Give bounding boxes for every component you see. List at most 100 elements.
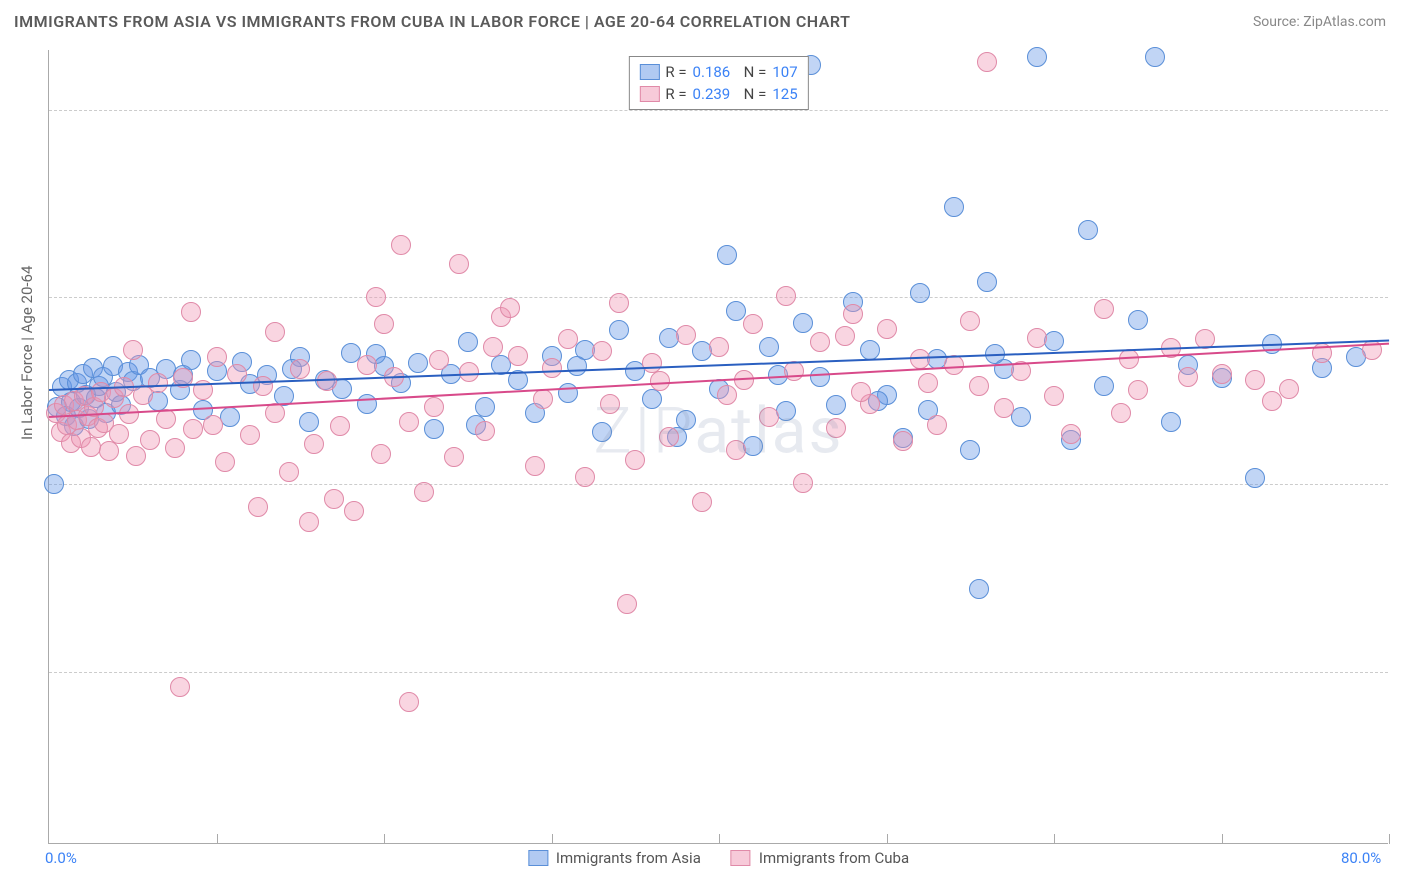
data-point xyxy=(1128,380,1148,400)
data-point xyxy=(835,326,855,346)
data-point xyxy=(290,359,310,379)
gridline-h xyxy=(49,110,1388,111)
data-point xyxy=(1262,391,1282,411)
data-point xyxy=(592,422,612,442)
legend-label-cuba: Immigrants from Cuba xyxy=(759,849,909,867)
data-point xyxy=(1027,328,1047,348)
data-point xyxy=(743,436,763,456)
data-point xyxy=(659,427,679,447)
data-point xyxy=(960,311,980,331)
data-point xyxy=(918,373,938,393)
data-point xyxy=(414,482,434,502)
data-point xyxy=(600,394,620,414)
r-value-asia: 0.186 xyxy=(693,63,731,81)
data-point xyxy=(893,431,913,451)
data-point xyxy=(609,320,629,340)
gridline-v xyxy=(719,834,720,844)
data-point xyxy=(994,398,1014,418)
data-point xyxy=(860,340,880,360)
data-point xyxy=(1044,386,1064,406)
data-point xyxy=(1161,412,1181,432)
data-point xyxy=(170,677,190,697)
data-point xyxy=(542,358,562,378)
data-point xyxy=(265,322,285,342)
data-point xyxy=(1212,364,1232,384)
data-point xyxy=(203,415,223,435)
swatch-asia xyxy=(639,64,659,80)
data-point xyxy=(826,395,846,415)
data-point xyxy=(408,353,428,373)
data-point xyxy=(625,450,645,470)
data-point xyxy=(1027,47,1047,67)
series-legend: Immigrants from Asia Immigrants from Cub… xyxy=(528,849,909,867)
data-point xyxy=(99,441,119,461)
data-point xyxy=(533,389,553,409)
data-point xyxy=(609,293,629,313)
gridline-h xyxy=(49,672,1388,673)
gridline-h xyxy=(49,297,1388,298)
data-point xyxy=(558,329,578,349)
data-point xyxy=(1044,331,1064,351)
data-point xyxy=(123,340,143,360)
swatch-cuba-bottom xyxy=(731,850,751,866)
correlation-legend: R = 0.186 N = 107 R = 0.239 N = 125 xyxy=(628,56,808,110)
data-point xyxy=(366,287,386,307)
data-point xyxy=(717,245,737,265)
data-point xyxy=(558,383,578,403)
legend-row-asia: R = 0.186 N = 107 xyxy=(639,61,797,83)
x-tick-label: 0.0% xyxy=(45,849,77,867)
data-point xyxy=(977,272,997,292)
data-point xyxy=(1128,310,1148,330)
data-point xyxy=(877,319,897,339)
data-point xyxy=(299,512,319,532)
data-point xyxy=(119,404,139,424)
data-point xyxy=(1245,370,1265,390)
data-point xyxy=(1094,299,1114,319)
data-point xyxy=(969,579,989,599)
data-point xyxy=(399,692,419,712)
data-point xyxy=(960,440,980,460)
data-point xyxy=(969,376,989,396)
data-point xyxy=(181,302,201,322)
data-point xyxy=(371,444,391,464)
data-point xyxy=(575,467,595,487)
legend-item-cuba: Immigrants from Cuba xyxy=(731,849,909,867)
data-point xyxy=(475,421,495,441)
data-point xyxy=(726,440,746,460)
y-axis-label: In Labor Force | Age 20-64 xyxy=(18,266,36,440)
data-point xyxy=(253,376,273,396)
data-point xyxy=(910,283,930,303)
data-point xyxy=(148,373,168,393)
data-point xyxy=(357,394,377,414)
data-point xyxy=(759,407,779,427)
data-point xyxy=(776,286,796,306)
gridline-v xyxy=(887,834,888,844)
n-value-cuba: 125 xyxy=(772,85,797,103)
data-point xyxy=(248,497,268,517)
data-point xyxy=(424,397,444,417)
data-point xyxy=(391,235,411,255)
data-point xyxy=(140,430,160,450)
gridline-h xyxy=(49,484,1388,485)
swatch-cuba xyxy=(639,86,659,102)
data-point xyxy=(449,254,469,274)
data-point xyxy=(717,385,737,405)
data-point xyxy=(279,462,299,482)
data-point xyxy=(525,456,545,476)
data-point xyxy=(459,362,479,382)
data-point xyxy=(743,314,763,334)
data-point xyxy=(676,325,696,345)
data-point xyxy=(324,489,344,509)
data-point xyxy=(227,364,247,384)
x-tick-label: 80.0% xyxy=(1341,849,1381,867)
data-point xyxy=(444,447,464,467)
gridline-v xyxy=(1222,834,1223,844)
data-point xyxy=(458,332,478,352)
data-point xyxy=(44,474,64,494)
data-point xyxy=(399,412,419,432)
data-point xyxy=(126,446,146,466)
data-point xyxy=(810,332,830,352)
data-point xyxy=(567,356,587,376)
gridline-v xyxy=(1054,834,1055,844)
data-point xyxy=(317,371,337,391)
